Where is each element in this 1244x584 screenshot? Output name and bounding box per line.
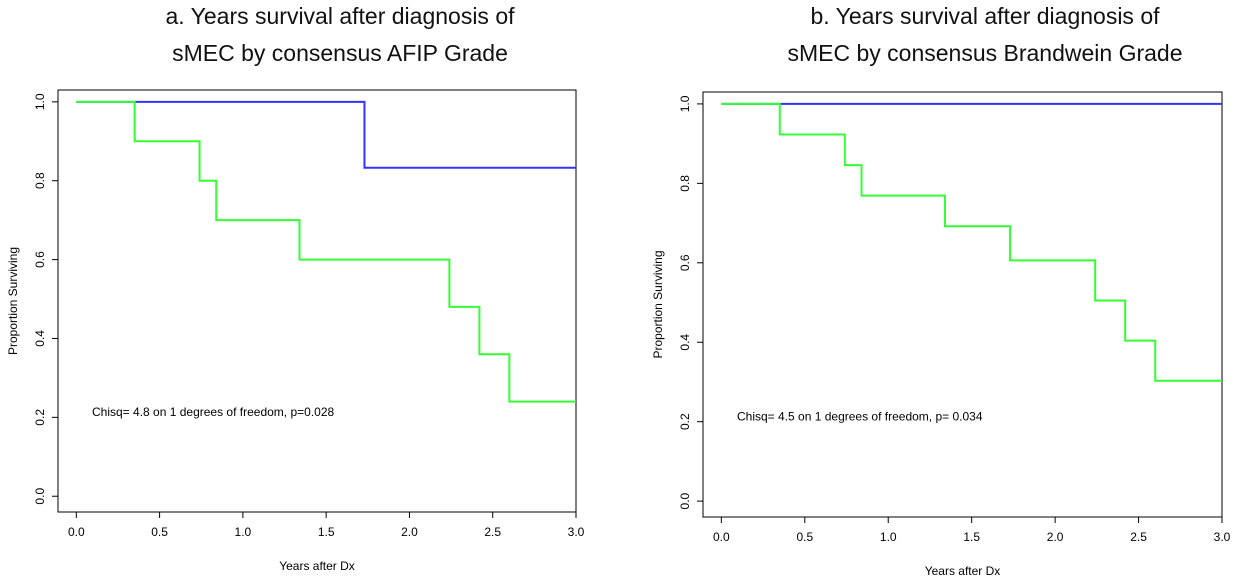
x-tick-label: 1.0 xyxy=(235,525,252,539)
y-tick-label: 0.6 xyxy=(678,254,692,271)
y-axis-label: Proportion Surviving xyxy=(651,250,665,358)
y-tick-label: 0.0 xyxy=(33,488,47,505)
x-tick-label: 0.5 xyxy=(151,525,168,539)
chart-title: b. Years survival after diagnosis of xyxy=(810,3,1160,29)
survival-curve xyxy=(76,100,576,403)
plot-box xyxy=(702,91,1223,518)
y-axis-label: Proportion Surviving xyxy=(6,247,20,355)
stat-annotation: Chisq= 4.8 on 1 degrees of freedom, p=0.… xyxy=(92,405,334,419)
x-tick-label: 0.0 xyxy=(68,525,85,539)
plot-box xyxy=(57,89,577,513)
x-tick-label: 3.0 xyxy=(1214,530,1231,544)
chart-title: sMEC by consensus Brandwein Grade xyxy=(787,40,1182,66)
survival-curve xyxy=(721,102,1222,382)
y-tick-label: 0.0 xyxy=(678,492,692,509)
x-tick-label: 2.0 xyxy=(401,525,418,539)
stat-annotation: Chisq= 4.5 on 1 degrees of freedom, p= 0… xyxy=(737,409,983,423)
x-tick-label: 2.5 xyxy=(484,525,501,539)
x-tick-label: 1.0 xyxy=(880,530,897,544)
x-axis-label: Years after Dx xyxy=(925,564,1001,578)
y-tick-label: 1.0 xyxy=(33,93,47,110)
y-tick-label: 0.4 xyxy=(678,334,692,351)
x-tick-label: 0.5 xyxy=(796,530,813,544)
y-tick-label: 1.0 xyxy=(678,95,692,112)
chart-title: sMEC by consensus AFIP Grade xyxy=(172,40,508,66)
survival-curve xyxy=(76,100,576,169)
y-tick-label: 0.2 xyxy=(33,409,47,426)
x-tick-label: 1.5 xyxy=(963,530,980,544)
y-tick-label: 0.4 xyxy=(33,330,47,347)
x-tick-label: 2.5 xyxy=(1130,530,1147,544)
x-tick-label: 3.0 xyxy=(568,525,585,539)
x-tick-label: 0.0 xyxy=(713,530,730,544)
chart-title: a. Years survival after diagnosis of xyxy=(165,3,515,29)
x-tick-label: 2.0 xyxy=(1047,530,1064,544)
x-tick-label: 1.5 xyxy=(318,525,335,539)
y-tick-label: 0.2 xyxy=(678,413,692,430)
y-tick-label: 0.8 xyxy=(33,172,47,189)
x-axis-label: Years after Dx xyxy=(279,559,355,573)
y-tick-label: 0.6 xyxy=(33,251,47,268)
y-tick-label: 0.8 xyxy=(678,175,692,192)
